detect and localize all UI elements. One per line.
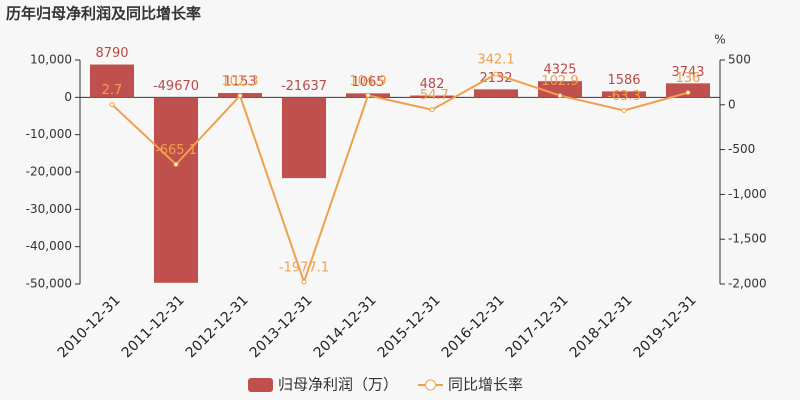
- bar-value-label: 482: [420, 77, 445, 92]
- line-point: [173, 161, 179, 167]
- line-value-label: 104.9: [349, 74, 386, 89]
- line-value-label: 2.7: [102, 83, 123, 98]
- line-point: [237, 93, 243, 99]
- line-point: [621, 107, 627, 113]
- line: [111, 73, 689, 286]
- line-point: [109, 102, 115, 108]
- bar: [154, 97, 198, 283]
- x-tick-label: 2018-12-31: [567, 292, 636, 361]
- x-tick-label: 2012-12-31: [183, 292, 252, 361]
- y2-tick-label: -1,500: [728, 232, 767, 246]
- y-tick-label: 10,000: [30, 53, 72, 67]
- line-point: [493, 71, 499, 77]
- bar-value-label: 8790: [95, 46, 128, 61]
- line-point: [429, 107, 435, 113]
- line-value-label: 342.1: [477, 53, 514, 68]
- bar-value-label: -21637: [281, 79, 327, 94]
- legend-swatch: [248, 378, 273, 392]
- line-value-label: -63.3: [607, 89, 641, 104]
- line-value-label: -1977.1: [279, 260, 329, 275]
- y2-tick-label: -1,000: [728, 187, 767, 201]
- y-tick-label: -50,000: [26, 277, 72, 291]
- y2-tick-label: -2,000: [728, 277, 767, 291]
- x-tick-label: 2019-12-31: [631, 292, 700, 361]
- legend-label: 归母净利润（万）: [278, 376, 398, 394]
- y-tick-label: -10,000: [26, 127, 72, 141]
- y2-unit: %: [714, 33, 725, 47]
- legend-swatch: [425, 379, 437, 391]
- y-tick-label: 0: [64, 90, 72, 104]
- line-point: [365, 92, 371, 98]
- y-tick-label: -40,000: [26, 239, 72, 253]
- chart-title: 历年归母净利润及同比增长率: [6, 5, 201, 23]
- x-tick-label: 2017-12-31: [503, 292, 572, 361]
- bar-value-label: 4325: [543, 63, 576, 78]
- line-value-label: -54.7: [415, 88, 449, 103]
- bar: [474, 89, 518, 98]
- line-value-label: -665.1: [155, 143, 197, 158]
- line-point: [685, 90, 691, 96]
- x-tick-label: 2013-12-31: [247, 292, 316, 361]
- x-tick-label: 2015-12-31: [375, 292, 444, 361]
- bar-value-label: 3743: [671, 65, 704, 80]
- y2-tick-label: 500: [728, 53, 751, 67]
- line-value-label: 102.9: [541, 74, 578, 89]
- x-tick-label: 2016-12-31: [439, 292, 508, 361]
- x-tick-label: 2010-12-31: [55, 292, 124, 361]
- bar-value-label: 2132: [479, 71, 512, 86]
- line-point: [557, 93, 563, 99]
- y2-tick-label: 0: [728, 97, 736, 111]
- x-tick-label: 2014-12-31: [311, 292, 380, 361]
- y2-tick-label: -500: [728, 142, 755, 156]
- bar-value-label: 1065: [351, 75, 384, 90]
- legend-label: 同比增长率: [448, 376, 523, 394]
- bar: [538, 81, 582, 98]
- bar: [410, 95, 454, 98]
- bar: [282, 97, 326, 179]
- bar: [602, 91, 646, 98]
- line-point: [301, 279, 307, 285]
- bar-value-label: 1586: [607, 73, 640, 88]
- line-value-label: 136: [676, 71, 701, 86]
- y-tick-label: -30,000: [26, 202, 72, 216]
- line-value-label: 102.3: [221, 74, 258, 89]
- bar: [90, 64, 134, 98]
- bar-value-label: 1153: [223, 75, 256, 90]
- bar-value-label: -49670: [153, 79, 199, 94]
- x-tick-label: 2011-12-31: [119, 292, 188, 361]
- y-tick-label: -20,000: [26, 165, 72, 179]
